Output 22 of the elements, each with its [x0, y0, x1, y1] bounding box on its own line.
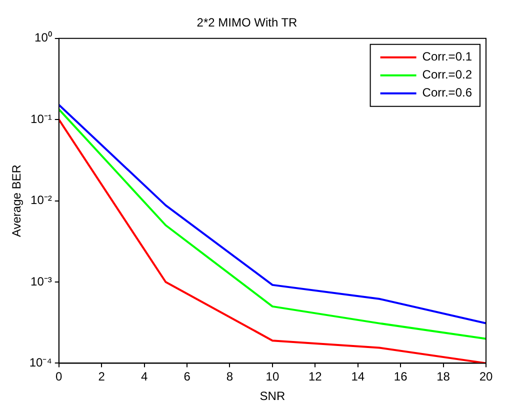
y-tick-label: 10⁻³ [30, 274, 52, 288]
x-tick-label: 2 [98, 370, 106, 384]
x-tick-label: 18 [436, 370, 450, 384]
x-tick-label: 8 [226, 370, 234, 384]
x-tick-label: 0 [56, 370, 63, 384]
legend-label: Corr.=0.6 [422, 86, 472, 100]
x-tick-label: 6 [184, 370, 191, 384]
x-tick-label: 4 [140, 370, 148, 384]
legend-label: Corr.=0.1 [422, 50, 472, 64]
x-tick-label: 12 [308, 370, 322, 384]
y-axis-title: Average BER [10, 164, 24, 238]
x-tick-label: 10 [266, 370, 280, 384]
x-axis-title: SNR [260, 389, 286, 404]
y-tick-label: 10⁰ [34, 30, 52, 45]
x-tick-label: 20 [479, 370, 493, 384]
y-tick-label: 10⁻² [30, 193, 52, 208]
y-tick-label: 10⁻¹ [30, 112, 52, 126]
x-tick-label: 16 [394, 370, 408, 384]
legend-label: Corr.=0.2 [422, 68, 472, 82]
y-tick-label: 10⁻⁴ [29, 356, 52, 370]
x-tick-label: 14 [351, 370, 365, 384]
chart-title: 2*2 MIMO With TR [196, 16, 298, 30]
